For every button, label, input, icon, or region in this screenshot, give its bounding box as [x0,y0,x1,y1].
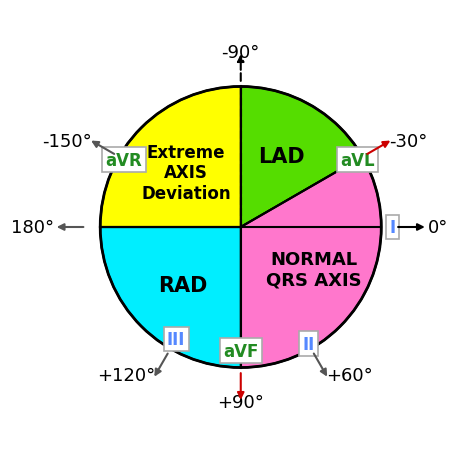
Wedge shape [100,87,241,228]
Text: 0°: 0° [428,218,448,237]
Text: 180°: 180° [11,218,54,237]
Wedge shape [241,87,363,228]
Text: II: II [302,335,314,353]
Text: +90°: +90° [217,393,264,411]
Text: RAD: RAD [158,275,208,295]
Wedge shape [241,157,381,368]
Text: aVR: aVR [106,151,142,169]
Text: III: III [167,330,185,348]
Text: +60°: +60° [327,367,373,384]
Text: aVL: aVL [340,151,375,169]
Wedge shape [100,228,241,368]
Text: -150°: -150° [43,133,92,151]
Text: LAD: LAD [258,147,305,167]
Text: NORMAL
QRS AXIS: NORMAL QRS AXIS [266,250,362,289]
Text: -30°: -30° [389,133,428,151]
Text: Extreme
AXIS
Deviation: Extreme AXIS Deviation [141,143,231,203]
Text: I: I [390,218,396,237]
Text: +120°: +120° [97,367,155,384]
Text: -90°: -90° [221,44,260,62]
Text: aVF: aVF [223,342,258,360]
